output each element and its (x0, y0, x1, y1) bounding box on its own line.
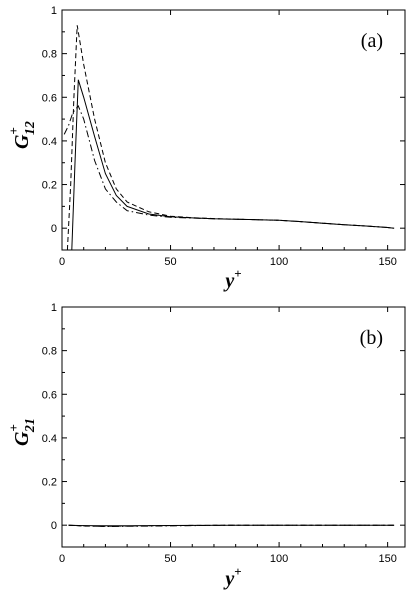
x-axis-title: y+ (223, 266, 241, 292)
y-tick-label: 1 (51, 302, 57, 314)
x-tick-label: 150 (378, 256, 396, 268)
x-axis-title-base: y (223, 568, 234, 590)
y-axis-title-sup: + (6, 424, 21, 431)
y-tick-label: 0.8 (42, 49, 57, 61)
plot-frame (61, 306, 406, 548)
y-tick-label: 0.6 (42, 389, 57, 401)
x-axis-title-base: y (223, 270, 234, 292)
x-tick-label: 0 (59, 553, 65, 565)
x-tick-label: 0 (59, 256, 65, 268)
y-axis-title: G+ 21 (6, 418, 38, 446)
x-tick-label: 100 (270, 553, 288, 565)
y-axis-title-base: G (11, 431, 33, 446)
y-tick-label: 0.4 (42, 433, 57, 445)
y-axis-title-base: G (11, 134, 33, 149)
plot-frame (61, 9, 406, 251)
y-axis-title: G+ 12 (6, 121, 38, 149)
x-axis-title-sup: + (234, 564, 241, 579)
x-axis-title: y+ (223, 564, 241, 590)
y-tick-label: 0.8 (42, 346, 57, 358)
y-axis-title-sup: + (6, 127, 21, 134)
x-tick-label: 100 (270, 256, 288, 268)
y-tick-label: 0 (51, 223, 57, 235)
series-line-dash-dot (63, 105, 395, 229)
y-tick-label: 0.2 (42, 477, 57, 489)
panel-label: (a) (361, 30, 383, 52)
x-tick-label: 50 (164, 553, 176, 565)
y-axis-title-sub: 12 (23, 121, 38, 135)
x-tick-label: 150 (378, 553, 396, 565)
series-line-solid (71, 79, 395, 250)
panel-label: (b) (360, 327, 383, 349)
x-tick-label: 50 (164, 256, 176, 268)
y-tick-label: 1 (51, 5, 57, 17)
series-line-dash-dot (68, 524, 395, 528)
y-tick-label: 0 (51, 520, 57, 532)
y-axis-title-sub: 21 (23, 418, 38, 433)
y-tick-label: 0.6 (42, 92, 57, 104)
y-tick-label: 0.2 (42, 180, 57, 192)
x-axis-title-sup: + (234, 266, 241, 281)
y-tick-label: 0.4 (42, 136, 57, 148)
series-line-dashed (66, 25, 395, 250)
